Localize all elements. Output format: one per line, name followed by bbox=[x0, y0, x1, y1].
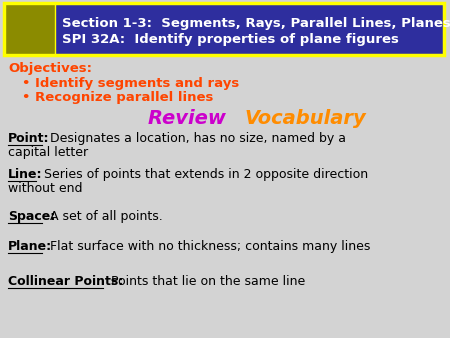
Text: SPI 32A:  Identify properties of plane figures: SPI 32A: Identify properties of plane fi… bbox=[62, 33, 399, 46]
Text: Designates a location, has no size, named by a: Designates a location, has no size, name… bbox=[41, 132, 346, 145]
Text: Collinear Points:: Collinear Points: bbox=[8, 275, 123, 288]
Text: Review: Review bbox=[148, 109, 233, 128]
Text: • Identify segments and rays: • Identify segments and rays bbox=[22, 77, 239, 90]
Text: Points that lie on the same line: Points that lie on the same line bbox=[103, 275, 306, 288]
Text: Plane:: Plane: bbox=[8, 240, 52, 253]
Text: without end: without end bbox=[8, 182, 82, 195]
Text: Series of points that extends in 2 opposite direction: Series of points that extends in 2 oppos… bbox=[36, 168, 368, 181]
FancyBboxPatch shape bbox=[4, 3, 444, 55]
Text: capital letter: capital letter bbox=[8, 146, 88, 159]
Text: A set of all points.: A set of all points. bbox=[41, 210, 162, 223]
FancyBboxPatch shape bbox=[5, 4, 55, 54]
Text: Objectives:: Objectives: bbox=[8, 62, 92, 75]
Text: Flat surface with no thickness; contains many lines: Flat surface with no thickness; contains… bbox=[41, 240, 370, 253]
Text: Space:: Space: bbox=[8, 210, 55, 223]
Text: Point:: Point: bbox=[8, 132, 50, 145]
Text: Vocabulary: Vocabulary bbox=[245, 109, 367, 128]
Text: • Recognize parallel lines: • Recognize parallel lines bbox=[22, 91, 213, 104]
Text: Line:: Line: bbox=[8, 168, 42, 181]
Text: Section 1-3:  Segments, Rays, Parallel Lines, Planes: Section 1-3: Segments, Rays, Parallel Li… bbox=[62, 17, 450, 30]
